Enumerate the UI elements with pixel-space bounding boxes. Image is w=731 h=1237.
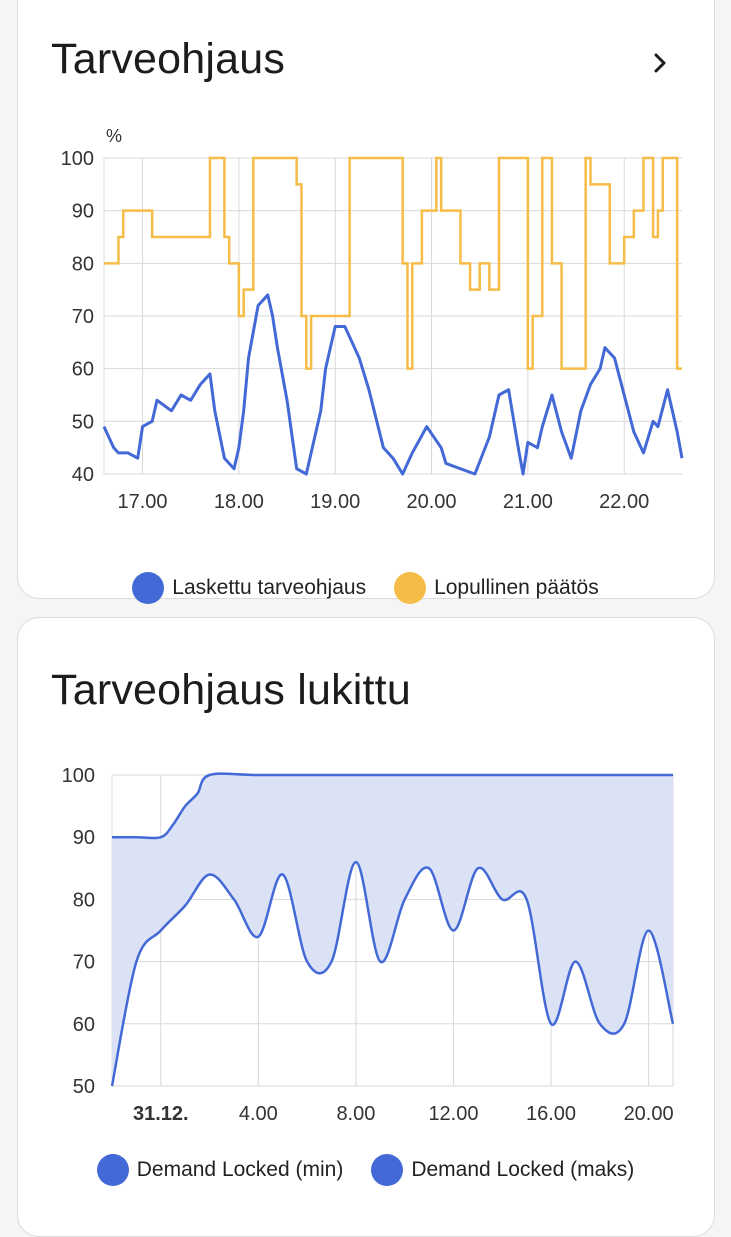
x-tick-label: 22.00 — [599, 491, 649, 513]
series-line-laskettu — [102, 293, 684, 476]
y-tick-label: 100 — [62, 765, 95, 787]
card-title: Tarveohjaus — [51, 35, 286, 83]
legend-label: Laskettu tarveohjaus — [172, 576, 367, 599]
legend-item-min[interactable]: Demand Locked (min) — [96, 1154, 344, 1186]
y-tick-label: 70 — [73, 952, 95, 974]
legend-label: Demand Locked (maks) — [411, 1158, 635, 1181]
x-tick-label: 20.00 — [407, 491, 457, 513]
series-line-maks — [111, 772, 673, 840]
x-tick-label: 19.00 — [310, 491, 360, 513]
chart-legend: Laskettu tarveohjaus Lopullinen päätös — [0, 572, 731, 604]
legend-item-lopullinen[interactable]: Lopullinen päätös — [394, 572, 599, 604]
y-tick-label: 100 — [61, 148, 94, 170]
y-tick-label: 60 — [72, 359, 94, 381]
legend-item-maks[interactable]: Demand Locked (maks) — [371, 1154, 634, 1186]
x-tick-label: 20.00 — [624, 1103, 674, 1125]
x-tick-label: 4.00 — [239, 1103, 278, 1125]
x-tick-label: 21.00 — [503, 491, 553, 513]
y-tick-label: 90 — [73, 827, 95, 849]
chevron-right-icon[interactable] — [648, 51, 672, 75]
x-tick-label: 12.00 — [428, 1103, 478, 1125]
tarveohjaus-chart: % 40 50 60 70 80 90 100 17.00 18.00 19.00 20.00 21… — [61, 126, 684, 513]
legend-swatch — [394, 572, 427, 604]
x-tick-label: 18.00 — [214, 491, 264, 513]
series-line-lopullinen — [104, 156, 682, 370]
y-tick-label: 70 — [72, 306, 94, 328]
y-tick-label: 40 — [72, 464, 94, 486]
y-tick-label: 80 — [73, 889, 95, 911]
legend-swatch — [132, 572, 165, 604]
range-area — [112, 773, 673, 1086]
y-tick-label: 50 — [72, 411, 94, 433]
chart-legend: Demand Locked (min) Demand Locked (maks) — [0, 1154, 731, 1186]
series-line-min — [110, 860, 675, 1087]
tarveohjaus-card: Tarveohjaus — [17, 0, 715, 599]
card-title: Tarveohjaus lukittu — [51, 666, 411, 714]
y-tick-label: 80 — [72, 253, 94, 275]
legend-label: Lopullinen päätös — [434, 576, 599, 599]
legend-item-laskettu[interactable]: Laskettu tarveohjaus — [132, 572, 366, 604]
x-tick-label: 16.00 — [526, 1103, 576, 1125]
y-tick-label: 50 — [73, 1076, 95, 1098]
legend-swatch — [96, 1154, 129, 1186]
legend-label: Demand Locked (min) — [136, 1158, 344, 1181]
x-tick-label: 31.12. — [133, 1103, 189, 1125]
legend-swatch — [371, 1154, 404, 1186]
tarveohjaus-lukittu-chart: 50 60 70 80 90 100 31.12. 4.00 8.00 12.00 16.00 20… — [62, 765, 675, 1125]
y-unit-label: % — [106, 126, 122, 146]
x-tick-label: 8.00 — [336, 1103, 375, 1125]
y-tick-label: 90 — [72, 201, 94, 223]
y-tick-label: 60 — [73, 1014, 95, 1036]
x-tick-label: 17.00 — [118, 491, 168, 513]
